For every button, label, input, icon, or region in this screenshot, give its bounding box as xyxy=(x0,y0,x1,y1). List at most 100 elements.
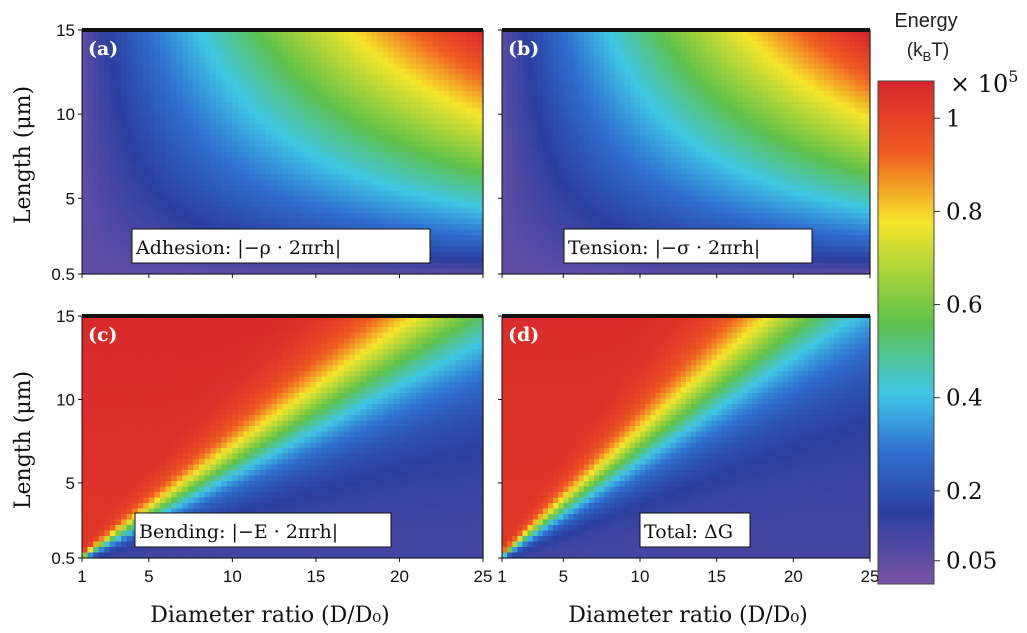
heatmap-cell xyxy=(377,268,384,275)
heatmap-cell xyxy=(98,124,105,131)
heatmap-cell xyxy=(563,41,570,48)
heatmap-cell xyxy=(282,224,289,231)
heatmap-cell xyxy=(154,113,161,120)
heatmap-cell xyxy=(634,102,641,109)
heatmap-cell xyxy=(449,190,456,197)
heatmap-cell xyxy=(82,41,89,48)
heatmap-cell xyxy=(517,30,524,37)
heatmap-cell xyxy=(645,96,651,103)
heatmap-cell xyxy=(537,196,544,203)
heatmap-cell xyxy=(477,41,484,48)
heatmap-cell xyxy=(304,57,311,64)
heatmap-cell xyxy=(109,152,117,159)
heatmap-cell xyxy=(388,129,395,136)
heatmap-cell xyxy=(143,163,150,170)
heatmap-cell xyxy=(604,140,610,148)
heatmap-cell xyxy=(366,135,373,142)
heatmap-cell xyxy=(120,135,128,142)
heatmap-cell xyxy=(680,146,687,153)
heatmap-cell xyxy=(315,140,323,148)
heatmap-cell xyxy=(288,79,295,87)
heatmap-cell xyxy=(444,91,451,98)
heatmap-cell xyxy=(619,124,626,131)
heatmap-cell xyxy=(619,96,626,103)
heatmap-cell xyxy=(371,262,378,270)
heatmap-cell xyxy=(321,113,328,120)
heatmap-cell xyxy=(665,124,672,131)
heatmap-cell xyxy=(288,196,295,203)
heatmap-cell xyxy=(237,35,245,42)
heatmap-cell xyxy=(271,207,278,214)
heatmap-cell xyxy=(282,146,289,153)
heatmap-cell xyxy=(553,96,559,103)
heatmap-cell xyxy=(187,107,194,114)
heatmap-cell xyxy=(548,207,554,214)
heatmap-cell xyxy=(132,179,139,186)
heatmap-cell xyxy=(98,30,105,37)
heatmap-cell xyxy=(148,268,155,275)
heatmap-cell xyxy=(143,113,150,120)
heatmap-cell xyxy=(691,68,697,75)
heatmap-cell xyxy=(249,113,256,120)
heatmap-cell xyxy=(578,113,585,120)
heatmap-cell xyxy=(321,185,328,192)
heatmap-cell xyxy=(558,262,564,270)
heatmap-cell xyxy=(660,213,667,220)
heatmap-cell xyxy=(507,268,513,275)
heatmap-cell xyxy=(548,79,554,87)
heatmap-cell xyxy=(321,57,328,64)
heatmap-cell xyxy=(243,179,250,186)
heatmap-cell xyxy=(226,124,233,131)
heatmap-cell xyxy=(276,124,284,131)
heatmap-cell xyxy=(507,129,513,136)
heatmap-cell xyxy=(204,163,211,170)
heatmap-cell xyxy=(388,213,395,220)
heatmap-cell xyxy=(315,168,323,175)
heatmap-cell xyxy=(393,113,401,120)
heatmap-cell xyxy=(310,57,317,64)
heatmap-cell xyxy=(154,91,161,98)
heatmap-cell xyxy=(609,35,616,42)
heatmap-cell xyxy=(421,218,428,225)
heatmap-cell xyxy=(126,257,133,264)
heatmap-cell xyxy=(338,46,345,53)
heatmap-cell xyxy=(460,118,467,125)
heatmap-cell xyxy=(260,196,267,203)
heatmap-cell xyxy=(553,174,559,181)
heatmap-cell xyxy=(675,218,682,225)
heatmap-cell xyxy=(542,118,549,125)
heatmap-cell xyxy=(126,30,133,37)
heatmap-cell xyxy=(265,207,272,214)
heatmap-cell xyxy=(624,46,631,53)
heatmap-cell xyxy=(522,79,529,87)
heatmap-cell xyxy=(696,57,702,64)
heatmap-cell xyxy=(165,57,172,64)
heatmap-cell xyxy=(221,113,228,120)
heatmap-cell xyxy=(665,179,672,186)
heatmap-cell xyxy=(210,85,217,92)
heatmap-cell xyxy=(198,196,206,203)
heatmap-cell xyxy=(410,57,417,64)
heatmap-cell xyxy=(293,224,300,231)
heatmap-cell xyxy=(427,140,434,148)
heatmap-cell xyxy=(542,196,549,203)
heatmap-cell xyxy=(517,196,524,203)
heatmap-cell xyxy=(154,118,161,125)
heatmap-cell xyxy=(460,63,467,70)
heatmap-cell xyxy=(438,135,445,142)
heatmap-cell xyxy=(215,140,222,148)
heatmap-cell xyxy=(321,174,328,181)
heatmap-cell xyxy=(254,41,261,48)
heatmap-cell xyxy=(265,118,272,125)
heatmap-cell xyxy=(171,207,178,214)
heatmap-cell xyxy=(460,96,467,103)
heatmap-cell xyxy=(288,57,295,64)
heatmap-cell xyxy=(299,46,306,53)
heatmap-cell xyxy=(260,262,267,270)
heatmap-cell xyxy=(512,91,518,98)
heatmap-cell xyxy=(553,240,559,247)
heatmap-cell xyxy=(563,201,570,209)
heatmap-cell xyxy=(563,63,570,70)
heatmap-cell xyxy=(243,74,250,81)
heatmap-cell xyxy=(624,129,631,136)
